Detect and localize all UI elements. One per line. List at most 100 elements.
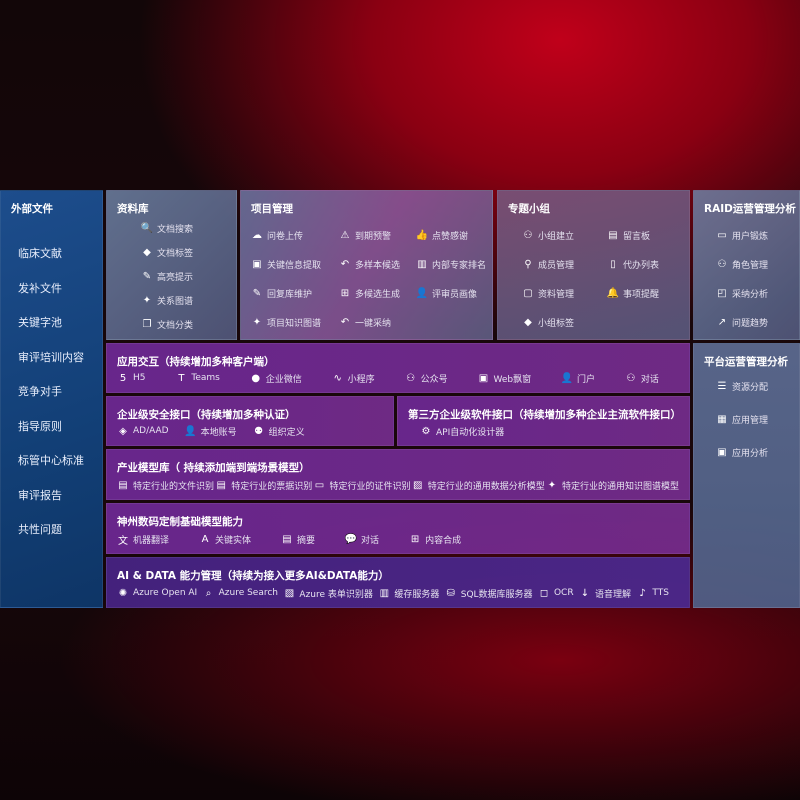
app-item[interactable]: ● 企业微信	[250, 371, 301, 385]
app-item[interactable]: ⚇ 对话	[625, 371, 659, 385]
panel-title: 第三方企业级软件接口（持续增加多种企业主流软件接口）	[408, 409, 681, 421]
project-item[interactable]: ⚠ 到期预警	[339, 228, 416, 242]
item-label: 角色管理	[732, 260, 769, 271]
library-item[interactable]: ◆ 文档标签	[141, 245, 193, 259]
item-label: 代办列表	[623, 260, 660, 271]
thirdparty-item[interactable]: ⚙ API自动化设计器	[420, 424, 505, 438]
platform-item[interactable]: ☰ 资源分配	[716, 379, 769, 393]
platform-item[interactable]: ▦ 应用管理	[716, 412, 768, 426]
item-label: 公众号	[420, 374, 448, 385]
project-item[interactable]: ✎ 回复库维护	[251, 286, 339, 300]
industry-item[interactable]: ▭ 特定行业的证件识别	[313, 478, 411, 492]
item-label: 高亮提示	[157, 272, 194, 283]
app-item[interactable]: 5 H5	[117, 371, 146, 385]
external-file-item[interactable]: 竞争对手	[18, 385, 62, 398]
industry-item[interactable]: ▨ 特定行业的通用数据分析模型	[412, 478, 545, 492]
project-item[interactable]: ▥ 内部专家排名	[416, 257, 496, 271]
user-lock-icon: 👤	[184, 425, 197, 437]
ai-item[interactable]: ▧ Azure 表单识别器	[283, 586, 373, 600]
external-file-item[interactable]: 发补文件	[18, 281, 62, 295]
external-file-item[interactable]: 临床文献	[18, 247, 62, 260]
ai-item[interactable]: ▥ 缓存服务器	[378, 586, 440, 600]
ai-item[interactable]: ◻ OCR	[538, 586, 574, 600]
group-item[interactable]: 🔔 事项提醒	[607, 286, 692, 300]
group-item[interactable]: ▢ 资料管理	[522, 286, 607, 300]
group-item[interactable]: ◆ 小组标签	[522, 315, 607, 329]
chat-icon: 💬	[344, 533, 358, 545]
app-item[interactable]: T Teams	[175, 371, 220, 385]
ranking-icon: ▥	[417, 258, 427, 270]
external-file-item[interactable]: 审评报告	[18, 488, 62, 502]
app-item[interactable]: 👤 门户	[561, 371, 595, 385]
library-item[interactable]: ✦ 关系图谱	[141, 293, 193, 307]
raid-item[interactable]: ▭ 用户锻炼	[716, 228, 768, 242]
project-item[interactable]: ⊞ 多候选生成	[339, 286, 416, 300]
base-item[interactable]: ▤ 摘要	[281, 532, 315, 546]
ai-item[interactable]: ♪ TTS	[636, 586, 669, 600]
item-label: 应用分析	[732, 448, 769, 459]
library-item[interactable]: ✎ 高亮提示	[141, 269, 193, 283]
project-item[interactable]: ✦ 项目知识图谱	[251, 315, 339, 329]
base-item[interactable]: ⊞ 内容合成	[409, 532, 461, 546]
library-item[interactable]: ❐ 文档分类	[141, 317, 194, 331]
item-label: 评审员画像	[432, 289, 478, 300]
raid-item[interactable]: ◰ 采纳分析	[716, 286, 768, 300]
project-item[interactable]: ↶ 一键采纳	[339, 315, 416, 329]
base-item[interactable]: 文机器翻译	[117, 532, 169, 547]
item-label: 小程序	[347, 374, 375, 385]
topic-group-panel: 专题小组 ⚇ 小组建立 ▤ 留言板 ⚲ 成员管理 ▯ 代办列表 ▢ 资料管理 🔔 事项提醒 ◆ 小组标签	[497, 190, 690, 340]
security-item[interactable]: ⚉ 组织定义	[253, 424, 305, 438]
item-label: 组织定义	[268, 427, 305, 438]
project-item[interactable]: 👤 评审员画像	[416, 286, 496, 300]
raid-item[interactable]: ⚇ 角色管理	[716, 257, 769, 271]
database-icon: ⛁	[446, 587, 455, 599]
external-file-item[interactable]: 标管中心标准	[18, 454, 84, 467]
industry-item[interactable]: ▤ 特定行业的票据识别	[215, 478, 313, 492]
item-label: 一键采纳	[355, 318, 392, 329]
group-item[interactable]: ▯ 代办列表	[607, 257, 692, 271]
entity-icon: A	[201, 533, 209, 545]
security-interface-panel: 企业级安全接口（持续增加多种认证） ◈ AD/AAD 👤 本地账号 ⚉ 组织定义	[106, 396, 394, 446]
security-item[interactable]: 👤 本地账号	[184, 424, 236, 438]
third-party-interface-panel: 第三方企业级软件接口（持续增加多种企业主流软件接口） ⚙ API自动化设计器	[397, 396, 690, 446]
doc-search-icon: 🔍	[140, 222, 154, 234]
app-item[interactable]: ⚇ 公众号	[405, 371, 448, 385]
project-item[interactable]: ▣ 关键信息提取	[251, 257, 339, 271]
item-label: 内容合成	[425, 535, 462, 546]
item-label: Teams	[191, 373, 220, 383]
project-item[interactable]: ↶ 多样本候选	[339, 257, 416, 271]
platform-item[interactable]: ▣ 应用分析	[716, 445, 768, 459]
app-item[interactable]: ∿ 小程序	[332, 371, 375, 385]
security-item[interactable]: ◈ AD/AAD	[117, 424, 168, 438]
item-label: 特定行业的票据识别	[231, 481, 313, 492]
ai-item[interactable]: ⌕ Azure Search	[203, 586, 278, 600]
panel-title: 专题小组	[508, 203, 550, 215]
ai-item[interactable]: ✺ Azure Open AI	[117, 586, 197, 600]
library-item[interactable]: 🔍 文档搜索	[141, 221, 193, 235]
item-label: 门户	[577, 374, 596, 385]
external-files-panel: 外部文件 临床文献 发补文件 关键字池 审评培训内容 竞争对手 指导原则 标管中心标准 审评报…	[0, 190, 103, 608]
project-item[interactable]: 👍 点赞感谢	[416, 228, 496, 242]
external-file-item[interactable]: 关键字池	[18, 316, 62, 329]
item-label: 内部专家排名	[432, 260, 487, 271]
ai-item[interactable]: ⛁ SQL数据库服务器	[445, 586, 533, 600]
external-file-item[interactable]: 指导原则	[18, 419, 62, 433]
external-file-item[interactable]: 共性问题	[18, 523, 62, 536]
bell-icon: 🔔	[606, 287, 620, 299]
industry-item[interactable]: ✦ 特定行业的通用知识图谱模型	[546, 478, 679, 492]
industry-item[interactable]: ▤ 特定行业的文件识别	[117, 478, 214, 492]
item-label: 应用管理	[732, 415, 769, 426]
group-item[interactable]: ⚇ 小组建立	[522, 228, 607, 242]
base-item[interactable]: 💬 对话	[345, 532, 379, 546]
raid-item[interactable]: ↗ 问题趋势	[716, 315, 768, 329]
platform-panel: 平台运营管理分析 ☰ 资源分配 ▦ 应用管理 ▣ 应用分析	[693, 343, 800, 608]
base-item[interactable]: A 关键实体	[199, 532, 251, 546]
external-file-item[interactable]: 审评培训内容	[18, 350, 84, 364]
item-label: Azure Search	[218, 588, 279, 598]
edit-icon: ✎	[252, 287, 262, 299]
app-item[interactable]: ▣ Web飘窗	[477, 371, 531, 385]
group-item[interactable]: ⚲ 成员管理	[522, 257, 607, 271]
project-item[interactable]: ☁ 问卷上传	[251, 228, 339, 242]
ai-item[interactable]: ↓ 语音理解	[579, 586, 631, 600]
group-item[interactable]: ▤ 留言板	[607, 228, 692, 242]
